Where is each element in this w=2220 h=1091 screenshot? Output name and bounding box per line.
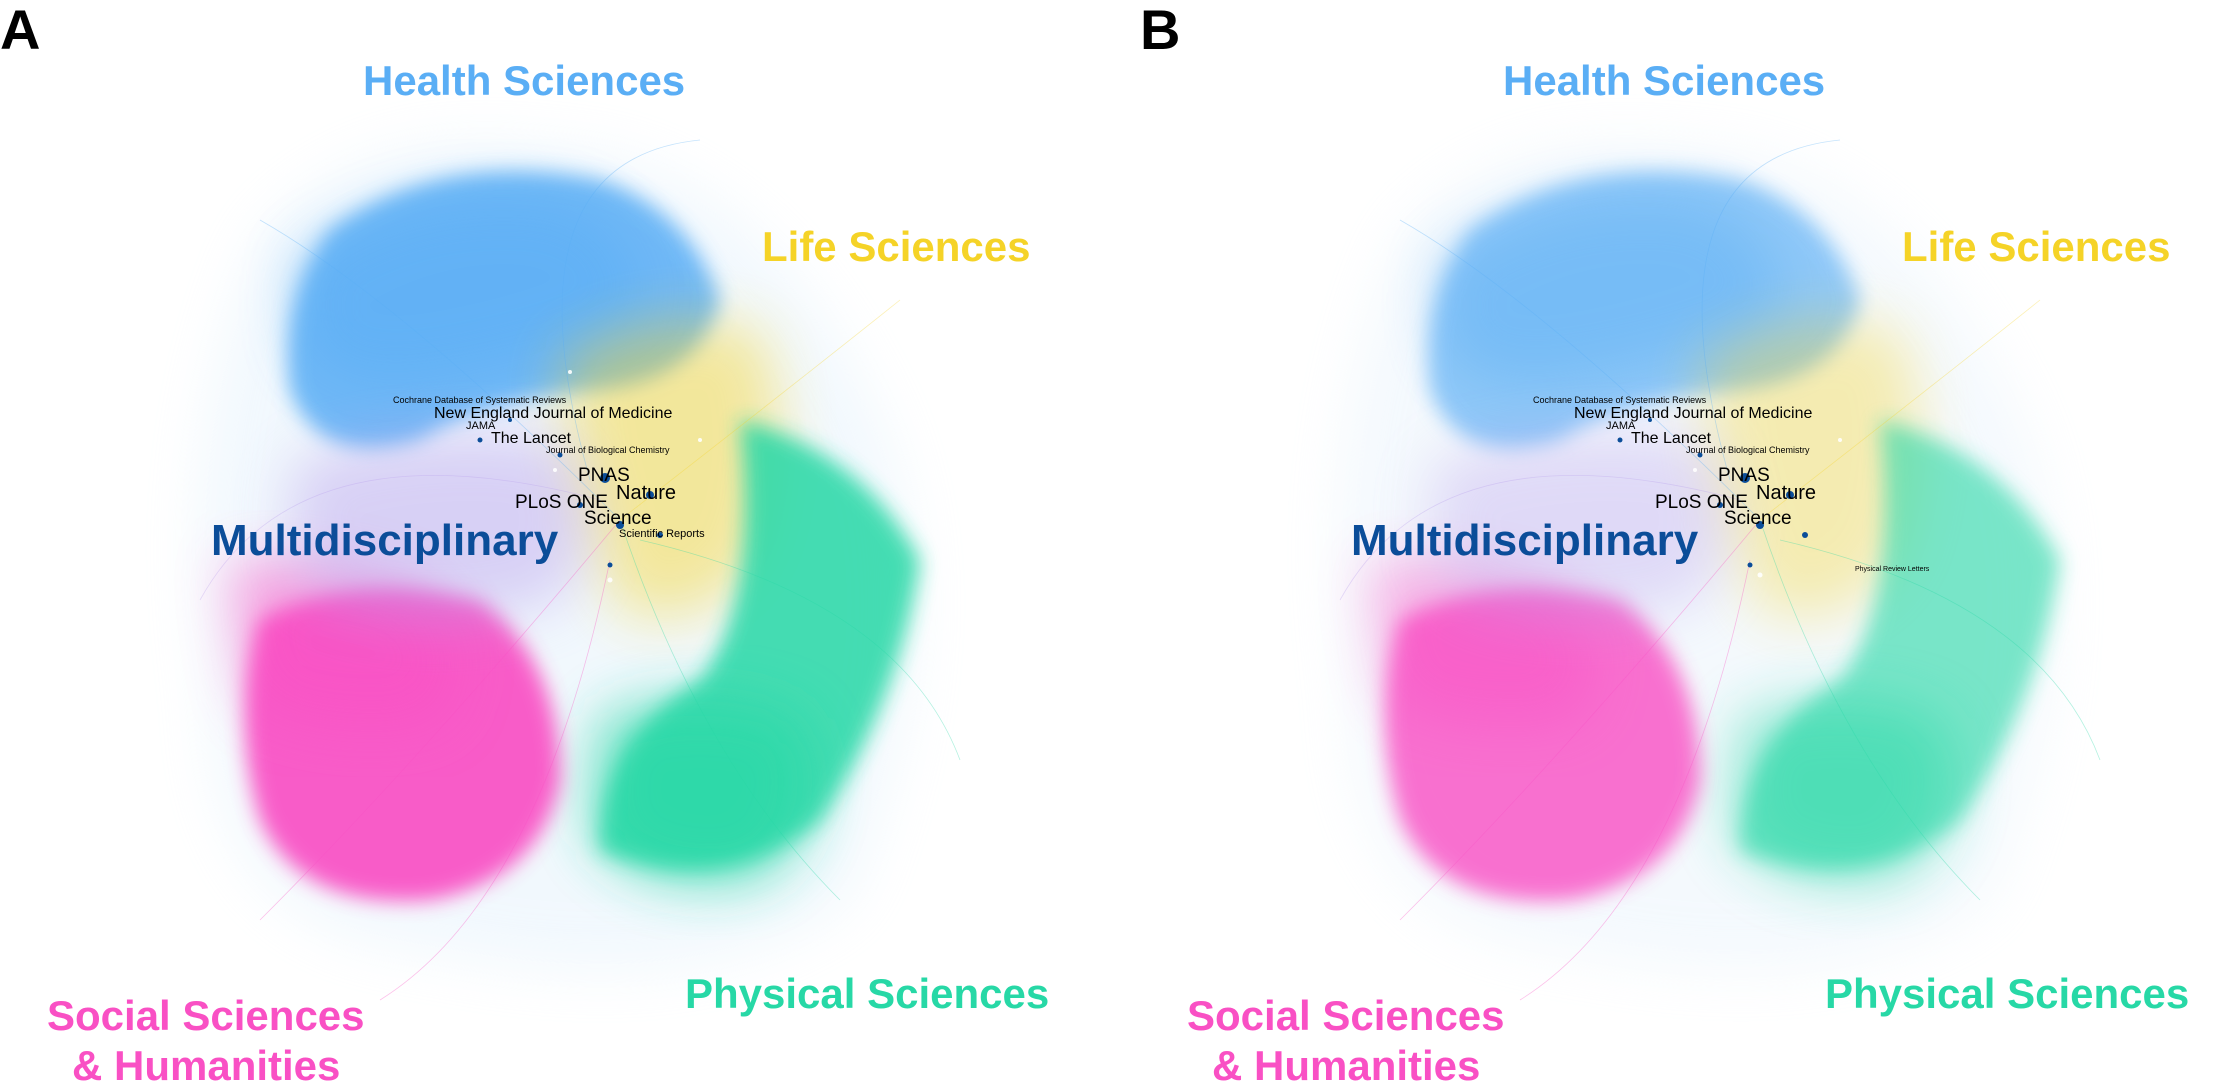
life-sciences-label: Life Sciences [1902,223,2171,270]
physical-sciences-label: Physical Sciences [1825,970,2190,1017]
journal-label-lancet: The Lancet [491,430,572,447]
journal-label-cochrane: Cochrane Database of Systematic Reviews [393,395,567,405]
hub-nodes [1617,418,1808,568]
journal-label-science: Science [584,508,652,529]
life-sciences-label: Life Sciences [762,223,1031,270]
journal-label-physical-review-letters: Physical Review Letters [1855,566,1930,573]
network-graph-a [197,139,961,1001]
network-edges [1339,139,2101,1001]
journal-label-jbc: Journal of Biological Chemistry [546,445,670,455]
journal-label-plos-one: PLoS ONE [515,492,608,513]
life-cluster [560,320,780,619]
multidisciplinary-label: Multidisciplinary [211,516,559,565]
social-sciences-label: Social Sciences [47,992,365,1039]
social-sciences-label: Social Sciences [1187,992,1505,1039]
multidisciplinary-label: Multidisciplinary [1351,516,1699,565]
journal-label-nature: Nature [1756,482,1817,504]
journal-label-pnas: PNAS [578,465,630,486]
journal-label-scientific-reports: Scientific Reports [619,528,705,540]
journal-label-jama: JAMA [1606,420,1636,432]
panel-letter-a: A [0,0,41,61]
journal-label-lancet: The Lancet [1631,430,1712,447]
panel-a: A Health Sciences Life Sciences Multidis… [0,0,1050,1089]
journal-label-cochrane: Cochrane Database of Systematic Reviews [1533,395,1707,405]
journal-label-jbc: Journal of Biological Chemistry [1686,445,1810,455]
humanities-label: & Humanities [1212,1042,1481,1089]
journal-label-jama: JAMA [466,420,496,432]
panel-letter-b: B [1140,0,1181,61]
health-sciences-label: Health Sciences [363,57,686,104]
hub-nodes [477,418,663,568]
network-graph-b [1337,139,2101,1001]
journal-label-nejm: New England Journal of Medicine [434,405,673,422]
journal-label-pnas: PNAS [1718,465,1770,486]
multidisciplinary-cluster [288,433,590,620]
health-sciences-label: Health Sciences [1503,57,1826,104]
physical-sciences-label: Physical Sciences [685,970,1050,1017]
humanities-label: & Humanities [72,1042,341,1089]
journal-label-science: Science [1724,508,1792,529]
life-cluster [1700,320,1920,619]
journal-label-nejm: New England Journal of Medicine [1574,405,1813,422]
network-edges [199,139,961,1001]
panel-b: B Health Sciences Life Sciences Multidis… [1140,0,2220,1091]
multidisciplinary-cluster [1428,433,1730,620]
journal-label-plos-one: PLoS ONE [1655,492,1748,513]
journal-label-nature: Nature [616,482,677,504]
